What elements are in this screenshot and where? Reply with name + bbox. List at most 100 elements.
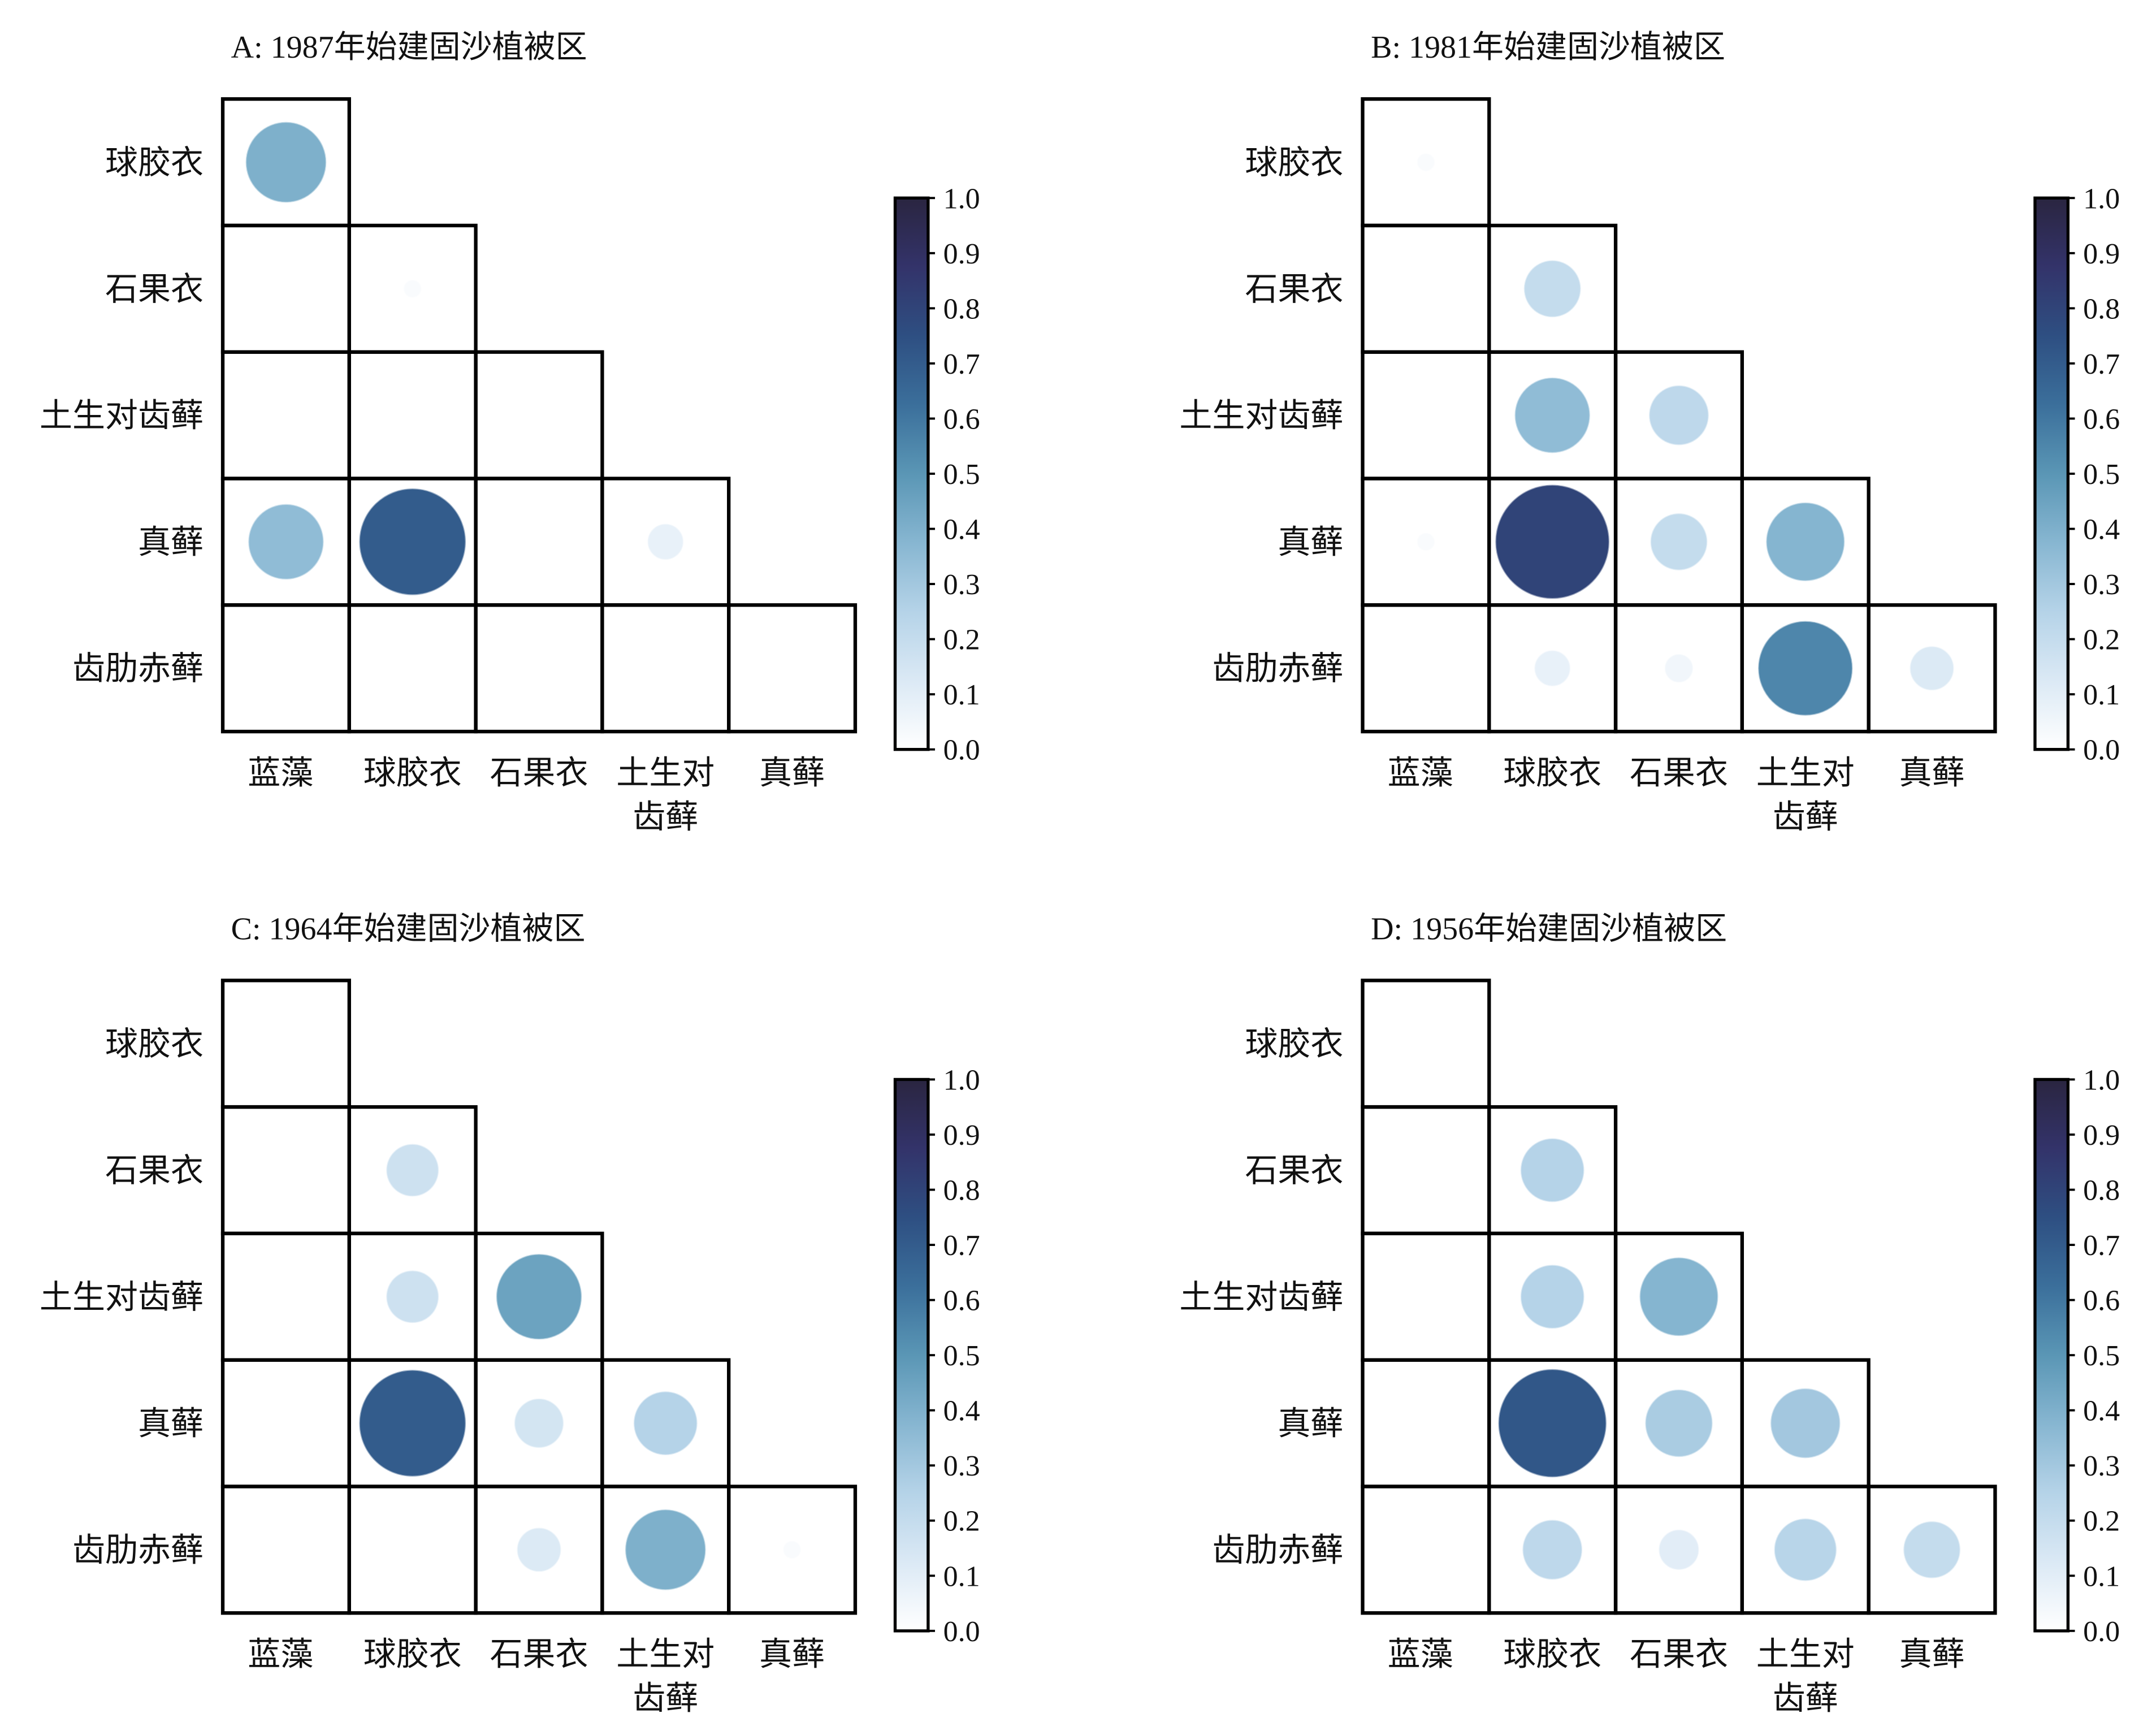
colorbar-tick-label: 0.9	[943, 1119, 980, 1152]
row-label: 真藓	[138, 1405, 204, 1442]
colorbar	[2033, 196, 2070, 751]
column-label: 真藓	[759, 1636, 825, 1673]
grid-cell	[1361, 1485, 1491, 1615]
colorbar-tick-label: 0.5	[2083, 1340, 2120, 1372]
row-label: 土生对齿藓	[40, 397, 204, 434]
colorbar-tick-label: 0.4	[943, 1395, 980, 1427]
colorbar-tick-label: 0.1	[943, 679, 980, 711]
grid-cell	[600, 603, 731, 734]
correlation-dot	[1497, 1368, 1608, 1478]
correlation-dot	[1494, 483, 1610, 600]
colorbar-tick-label: 0.9	[943, 238, 980, 270]
colorbar-tick-label: 0.6	[2083, 403, 2120, 435]
colorbar	[893, 1078, 930, 1633]
correlation-dot	[385, 1143, 440, 1197]
colorbar-tick-label: 0.0	[943, 1616, 980, 1648]
column-label: 土生对齿藓	[1756, 1636, 1855, 1717]
row-label: 球胶衣	[1245, 144, 1343, 181]
row-label: 齿肋赤藓	[72, 1531, 204, 1568]
grid-cell	[220, 603, 351, 734]
correlation-dot	[646, 522, 685, 561]
column-label: 土生对齿藓	[616, 1636, 715, 1717]
colorbar-tick-label: 0.6	[2083, 1285, 2120, 1317]
row-label: 石果衣	[1245, 271, 1343, 308]
correlation-dot	[624, 1508, 707, 1591]
column-label: 球胶衣	[363, 754, 462, 791]
correlation-dot	[495, 1253, 583, 1340]
colorbar-tick-label: 0.3	[2083, 1450, 2120, 1482]
panel-title: A: 1987年始建固沙植被区	[231, 30, 587, 65]
colorbar-tick-label: 0.1	[2083, 679, 2120, 711]
column-label: 蓝藻	[248, 1636, 313, 1673]
colorbar-tick-label: 0.6	[943, 403, 980, 435]
colorbar-tick-label: 0.3	[943, 1450, 980, 1482]
correlation-dot	[1523, 259, 1582, 318]
column-label: 石果衣	[490, 754, 588, 791]
row-label: 真藓	[1278, 523, 1343, 560]
correlation-dot	[247, 503, 325, 581]
grid-cell	[1361, 1231, 1491, 1362]
colorbar-tick-label: 0.8	[2083, 1175, 2120, 1207]
grid-cell	[727, 1485, 858, 1615]
correlation-dot	[1757, 620, 1854, 717]
grid-cell	[1867, 603, 1997, 734]
colorbar-tick-label: 1.0	[2083, 1064, 2120, 1096]
column-label: 球胶衣	[1503, 1636, 1601, 1673]
row-label: 齿肋赤藓	[1212, 650, 1343, 687]
correlation-dot	[358, 487, 467, 596]
colorbar-tick-label: 0.2	[943, 624, 980, 656]
colorbar-tick-label: 0.3	[943, 569, 980, 601]
grid-cell	[474, 477, 604, 607]
grid-cell	[727, 603, 858, 734]
colorbar-tick-label: 0.6	[943, 1285, 980, 1317]
colorbar-tick-label: 0.2	[2083, 1505, 2120, 1538]
colorbar-tick-label: 0.7	[2083, 348, 2120, 380]
colorbar-tick-label: 0.4	[943, 514, 980, 546]
grid-cell	[1361, 603, 1491, 734]
correlation-dot	[633, 1390, 699, 1456]
correlation-dot	[1657, 1529, 1700, 1571]
row-label: 土生对齿藓	[1179, 397, 1343, 434]
colorbar-tick-label: 0.0	[2083, 734, 2120, 767]
colorbar-tick-label: 0.0	[943, 734, 980, 767]
correlation-dot	[1769, 1387, 1841, 1459]
colorbar-tick-label: 0.5	[2083, 458, 2120, 491]
correlation-dot	[1521, 1518, 1583, 1581]
row-label: 石果衣	[105, 1152, 204, 1189]
correlation-dot	[1415, 531, 1436, 552]
grid-cell	[347, 603, 478, 734]
colorbar-tick-label: 0.9	[2083, 1119, 2120, 1152]
column-label: 真藓	[1899, 1636, 1965, 1673]
column-label: 土生对齿藓	[1756, 754, 1855, 835]
grid-cell	[347, 1485, 478, 1615]
correlation-dot	[1415, 152, 1436, 172]
grid-cell	[220, 223, 351, 354]
panel-title: D: 1956年始建固沙植被区	[1371, 911, 1727, 946]
colorbar	[2033, 1078, 2070, 1633]
column-label: 蓝藻	[248, 754, 313, 791]
column-label: 真藓	[759, 754, 825, 791]
colorbar-tick-label: 0.7	[943, 1230, 980, 1262]
colorbar-tick-label: 0.8	[943, 1175, 980, 1207]
correlation-dot	[1644, 1388, 1714, 1458]
colorbar-tick-label: 0.4	[2083, 1395, 2120, 1427]
grid-cell	[1361, 1105, 1491, 1236]
colorbar	[893, 196, 930, 751]
grid-cell	[220, 1485, 351, 1615]
row-label: 齿肋赤藓	[72, 650, 204, 687]
column-label: 石果衣	[490, 1636, 588, 1673]
grid-cell	[220, 1105, 351, 1236]
column-label: 蓝藻	[1388, 754, 1453, 791]
colorbar-tick-label: 0.1	[943, 1560, 980, 1593]
grid-cell	[220, 350, 351, 481]
row-label: 土生对齿藓	[1179, 1279, 1343, 1316]
colorbar-tick-label: 0.2	[2083, 624, 2120, 656]
column-label: 真藓	[1899, 754, 1965, 791]
colorbar-tick-label: 1.0	[943, 183, 980, 215]
colorbar-tick-label: 0.7	[943, 348, 980, 380]
row-label: 真藓	[1278, 1405, 1343, 1442]
column-label: 石果衣	[1630, 1636, 1728, 1673]
row-label: 球胶衣	[1245, 1026, 1343, 1062]
column-label: 球胶衣	[1503, 754, 1601, 791]
